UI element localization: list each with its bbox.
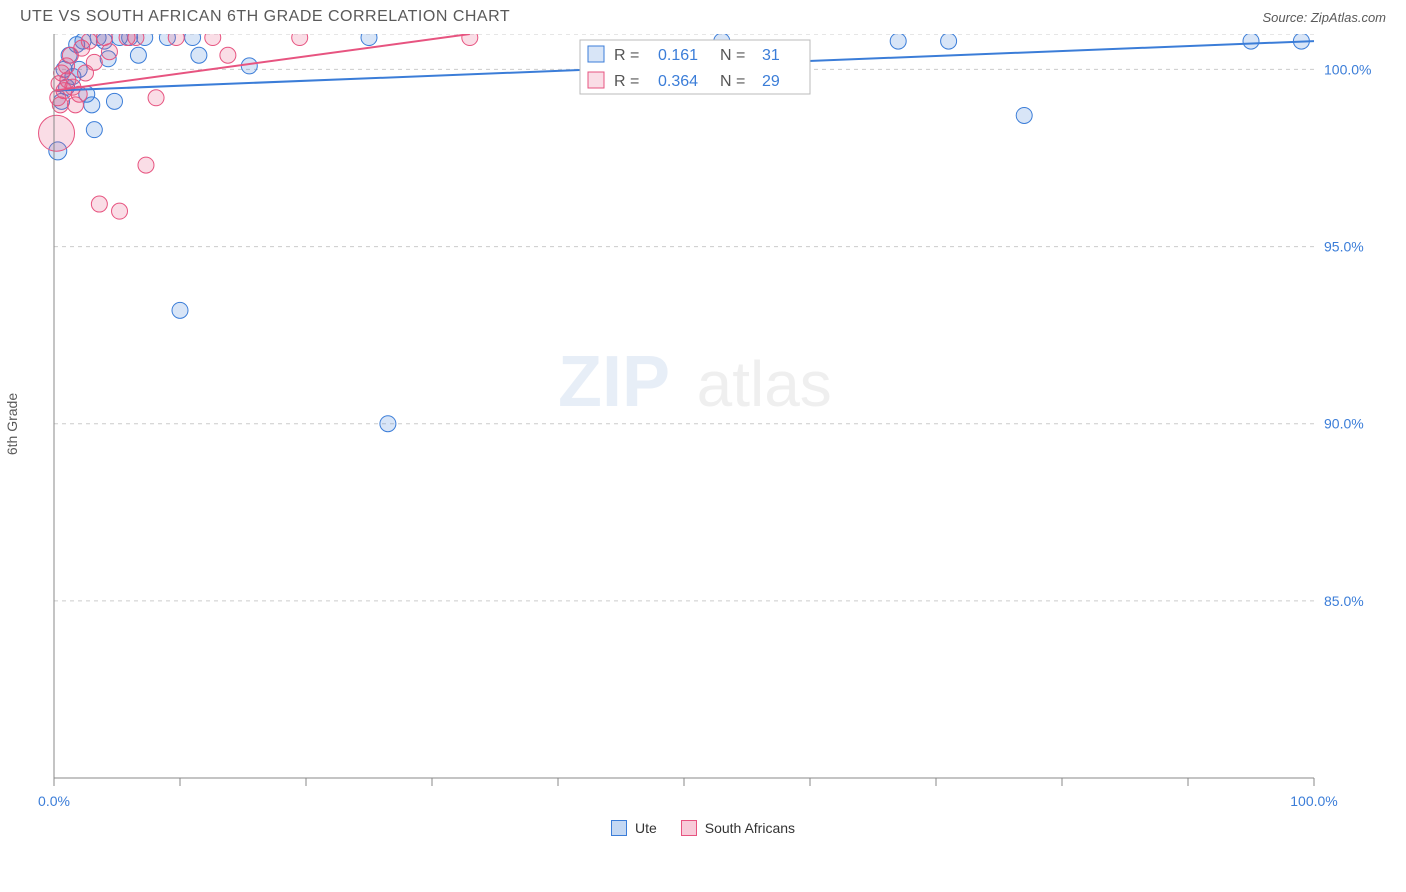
y-tick-label: 100.0% xyxy=(1324,61,1371,77)
data-point[interactable] xyxy=(106,93,122,109)
data-point[interactable] xyxy=(86,122,102,138)
source-label: Source: ZipAtlas.com xyxy=(1262,10,1386,25)
watermark-atlas: atlas xyxy=(697,348,832,420)
data-point[interactable] xyxy=(130,47,146,63)
data-point[interactable] xyxy=(101,44,117,60)
data-point[interactable] xyxy=(138,157,154,173)
stats-r-label: R = xyxy=(614,73,639,90)
data-point[interactable] xyxy=(185,34,201,46)
data-point[interactable] xyxy=(361,34,377,46)
data-point[interactable] xyxy=(112,203,128,219)
x-tick-label: 0.0% xyxy=(38,793,70,809)
legend-item[interactable]: Ute xyxy=(611,820,657,836)
data-point[interactable] xyxy=(39,115,75,151)
stats-swatch xyxy=(588,72,604,88)
data-point[interactable] xyxy=(191,47,207,63)
data-point[interactable] xyxy=(86,54,102,70)
data-point[interactable] xyxy=(168,34,184,46)
y-tick-label: 90.0% xyxy=(1324,416,1364,432)
stats-n-value: 29 xyxy=(762,73,780,90)
legend-swatch xyxy=(681,820,697,836)
data-point[interactable] xyxy=(292,34,308,46)
stats-n-label: N = xyxy=(720,47,745,64)
data-point[interactable] xyxy=(128,34,144,46)
y-tick-label: 95.0% xyxy=(1324,239,1364,255)
legend-item[interactable]: South Africans xyxy=(681,820,795,836)
stats-n-value: 31 xyxy=(762,47,780,64)
title-bar: UTE VS SOUTH AFRICAN 6TH GRADE CORRELATI… xyxy=(0,0,1406,30)
legend-label: South Africans xyxy=(705,820,795,836)
data-point[interactable] xyxy=(220,47,236,63)
stats-r-label: R = xyxy=(614,47,639,64)
data-point[interactable] xyxy=(84,97,100,113)
data-point[interactable] xyxy=(241,58,257,74)
chart-area: 6th Grade ZIPatlasR =0.161N =31R =0.364N… xyxy=(20,34,1386,814)
stats-r-value: 0.364 xyxy=(658,73,698,90)
data-point[interactable] xyxy=(52,97,68,113)
data-point[interactable] xyxy=(890,34,906,49)
data-point[interactable] xyxy=(91,196,107,212)
x-tick-label: 100.0% xyxy=(1290,793,1337,809)
stats-swatch xyxy=(588,46,604,62)
scatter-chart: ZIP atlas R = 0.161 N = 31 R = 0.364 N = 29 0.0% 10… xyxy=(20,34,1380,814)
legend-swatch xyxy=(611,820,627,836)
data-point[interactable] xyxy=(1016,107,1032,123)
data-point[interactable] xyxy=(1243,34,1259,49)
chart-title: UTE VS SOUTH AFRICAN 6TH GRADE CORRELATI… xyxy=(20,8,510,26)
watermark-zip: ZIP xyxy=(558,342,670,422)
stats-n-label: N = xyxy=(720,73,745,90)
data-point[interactable] xyxy=(81,34,97,49)
y-tick-label: 85.0% xyxy=(1324,593,1364,609)
stats-r-value: 0.161 xyxy=(658,47,698,64)
data-point[interactable] xyxy=(205,34,221,46)
data-point[interactable] xyxy=(172,302,188,318)
data-point[interactable] xyxy=(380,416,396,432)
y-axis-label: 6th Grade xyxy=(4,393,20,455)
data-point[interactable] xyxy=(148,90,164,106)
legend-label: Ute xyxy=(635,820,657,836)
legend: Ute South Africans xyxy=(0,820,1406,836)
data-point[interactable] xyxy=(941,34,957,49)
